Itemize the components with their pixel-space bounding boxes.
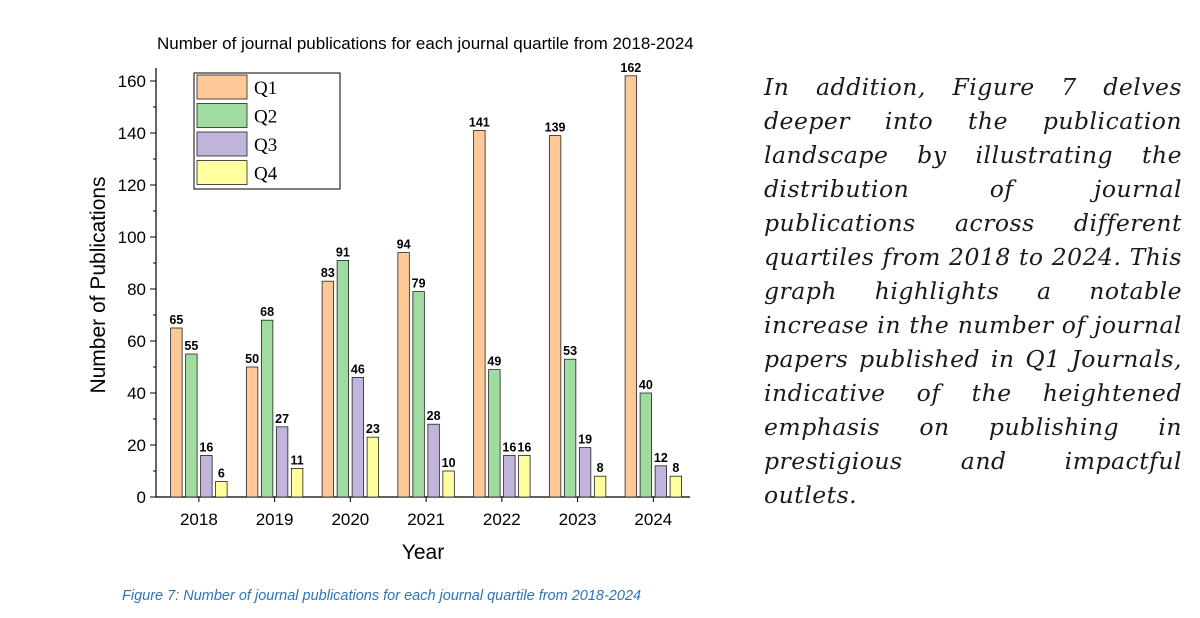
data-label: 79 — [412, 277, 426, 291]
bar-q3-2018 — [200, 454, 213, 498]
y-tick-label: 160 — [118, 72, 146, 91]
y-tick-label: 120 — [118, 176, 146, 195]
bar-q3-2021 — [427, 423, 440, 498]
bar-q1-2019 — [245, 366, 259, 498]
data-label: 16 — [199, 440, 213, 454]
bar-q1-2024 — [624, 75, 637, 498]
data-label: 49 — [487, 355, 501, 369]
data-label: 19 — [578, 433, 592, 447]
data-label: 10 — [442, 456, 456, 470]
bar-q2-2024 — [639, 392, 652, 498]
legend-swatch-q3 — [196, 131, 248, 157]
body-paragraph: In addition, Figure 7 delves deeper into… — [764, 73, 1182, 509]
x-axis-label: Year — [402, 541, 444, 564]
x-tick-label: 2020 — [331, 510, 369, 529]
data-label: 65 — [169, 313, 183, 327]
y-tick-label: 80 — [127, 280, 146, 299]
y-tick-label: 100 — [118, 228, 146, 247]
bar-q4-2021 — [442, 470, 455, 498]
legend: Q1 Q2 Q3 Q4 — [193, 72, 341, 190]
bar-q4-2018 — [215, 480, 228, 498]
bar-q1-2021 — [397, 252, 410, 498]
data-label: 40 — [639, 378, 653, 392]
data-label: 8 — [672, 461, 679, 475]
bar-q2-2021 — [412, 291, 425, 498]
data-label: 91 — [336, 245, 350, 259]
data-label: 23 — [366, 422, 380, 436]
bar-q4-2023 — [593, 475, 607, 498]
x-tick-label: 2018 — [180, 510, 218, 529]
data-label: 8 — [597, 461, 604, 475]
bar-q4-2024 — [669, 475, 682, 498]
legend-swatch-q2 — [196, 103, 248, 128]
bar-q1-2023 — [548, 135, 562, 498]
legend-swatch-q4 — [196, 160, 248, 185]
bar-q1-2020 — [321, 280, 335, 498]
bar-q2-2018 — [185, 353, 198, 498]
legend-swatch-q1 — [196, 74, 248, 100]
y-tick-label: 40 — [127, 384, 146, 403]
bar-q3-2020 — [351, 376, 365, 498]
bar-q1-2022 — [473, 129, 486, 498]
data-label: 16 — [517, 440, 531, 454]
chart-title: Number of journal publications for each … — [157, 34, 694, 53]
y-tick-label: 20 — [127, 436, 146, 455]
y-axis-label: Number of Publications — [87, 176, 110, 393]
y-tick-label: 0 — [137, 488, 146, 507]
data-label: 11 — [291, 453, 304, 467]
bar-q3-2024 — [654, 465, 667, 498]
data-label: 55 — [184, 339, 198, 353]
bar-q4-2022 — [518, 454, 531, 498]
data-label: 68 — [260, 305, 274, 319]
bar-chart: Number of journal publications for each … — [87, 34, 694, 564]
x-tick-label: 2024 — [634, 510, 672, 529]
bar-q4-2020 — [366, 436, 380, 498]
data-label: 12 — [654, 451, 668, 465]
bar-q3-2019 — [275, 426, 289, 498]
data-label: 6 — [218, 466, 225, 480]
x-tick-label: 2019 — [256, 510, 294, 529]
data-label: 46 — [351, 362, 365, 376]
legend-entry-q2: Q2 — [254, 107, 277, 128]
x-tick-label: 2021 — [407, 510, 445, 529]
data-label: 83 — [321, 266, 335, 280]
data-label: 28 — [427, 409, 441, 423]
data-label: 53 — [563, 344, 577, 358]
bar-q3-2023 — [578, 447, 592, 498]
data-label: 139 — [545, 121, 566, 135]
bar-q1-2018 — [170, 327, 183, 498]
bar-q2-2019 — [260, 319, 274, 498]
y-tick-label: 140 — [118, 124, 146, 143]
x-tick-label: 2022 — [483, 510, 521, 529]
x-tick-label: 2023 — [559, 510, 597, 529]
legend-entry-q3: Q3 — [254, 135, 277, 156]
bar-q2-2023 — [563, 358, 577, 498]
data-label: 50 — [245, 352, 259, 366]
data-label: 94 — [397, 238, 411, 252]
y-tick-label: 60 — [127, 332, 146, 351]
bar-q2-2020 — [336, 259, 350, 498]
legend-entry-q4: Q4 — [254, 164, 278, 185]
data-label: 16 — [502, 440, 516, 454]
data-label: 27 — [275, 412, 289, 426]
bar-q2-2022 — [488, 369, 501, 498]
data-label: 162 — [620, 61, 641, 75]
data-label: 141 — [469, 115, 490, 129]
legend-entry-q1: Q1 — [254, 78, 277, 99]
bar-q4-2019 — [290, 467, 304, 498]
bar-q3-2022 — [503, 454, 516, 498]
figure-caption: Figure 7: Number of journal publications… — [122, 588, 642, 604]
